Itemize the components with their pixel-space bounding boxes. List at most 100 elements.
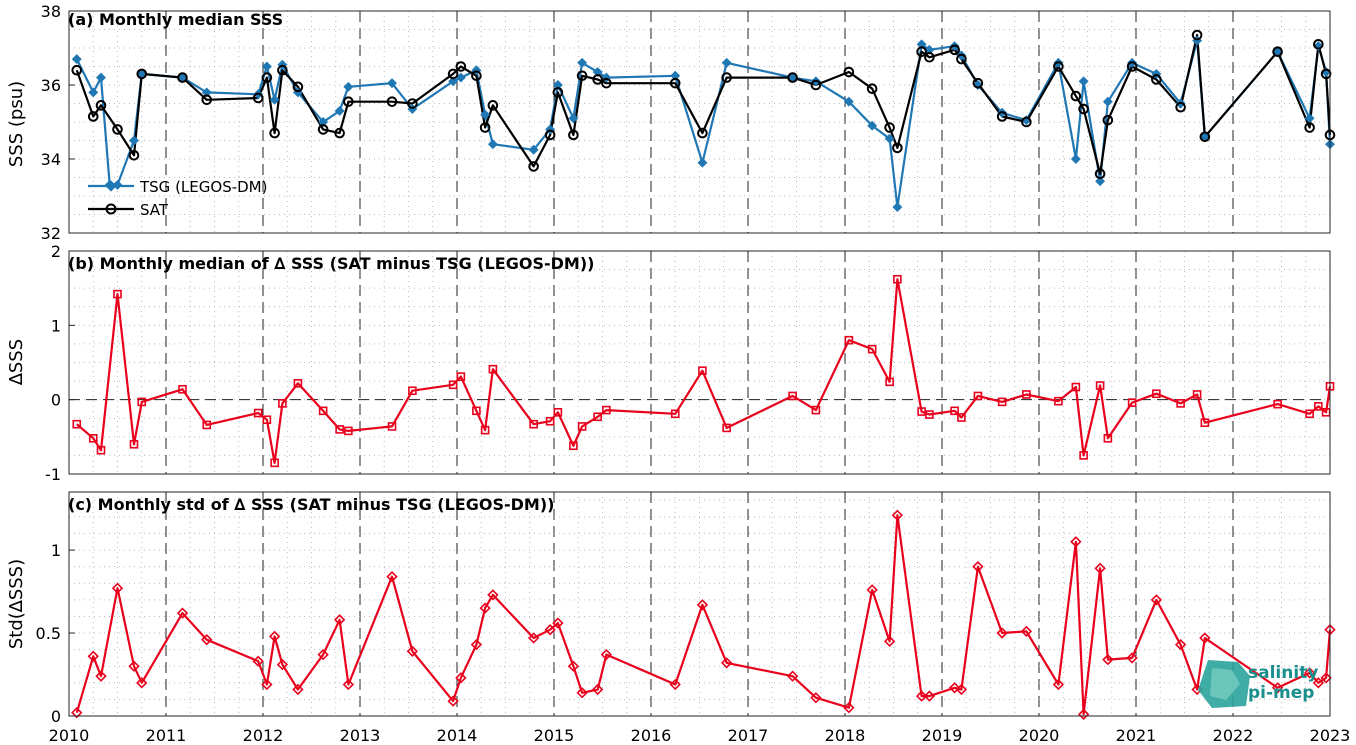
sat-data-point xyxy=(1191,29,1203,41)
tsg-data-point xyxy=(892,202,903,213)
delta-median-data-point xyxy=(553,408,563,417)
delta-std-data-point xyxy=(487,589,499,601)
delta-median-data-point xyxy=(925,410,934,419)
panel-c-std-delta-sss: 00.51 (c) Monthly std of ∆ SSS (SAT minu… xyxy=(6,491,1336,726)
delta-std-data-point xyxy=(544,624,556,636)
delta-median-data-point xyxy=(72,419,82,429)
x-tick-label: 2021 xyxy=(1116,726,1157,745)
sat-data-point xyxy=(810,79,822,91)
panel-a-frame xyxy=(68,10,1331,234)
tsg-data-point xyxy=(96,72,106,83)
tsg-data-point xyxy=(1070,154,1081,164)
delta-std-data-point xyxy=(128,660,140,672)
delta-median-data-point xyxy=(867,344,877,354)
panel-c-y-tick-labels: 00.51 xyxy=(36,541,75,726)
delta-median-data-point xyxy=(178,384,187,394)
tsg-data-point xyxy=(343,81,354,92)
tsg-data-point xyxy=(177,72,188,83)
delta-std-data-point xyxy=(567,660,580,672)
delta-std-data-point xyxy=(136,677,148,689)
delta-median-data-point xyxy=(1305,409,1314,419)
x-tick-label: 2016 xyxy=(631,726,672,745)
panel-b-grid xyxy=(68,250,1331,475)
sat-data-point xyxy=(386,96,398,107)
delta-std-data-point xyxy=(201,634,213,646)
sat-data-point xyxy=(1078,103,1089,115)
x-tick-label: 2011 xyxy=(146,726,187,745)
delta-std-data-point xyxy=(866,584,878,596)
sat-data-point xyxy=(71,64,83,76)
delta-std-data-point xyxy=(600,648,613,661)
tsg-data-point xyxy=(71,54,82,65)
delta-std-data-point xyxy=(406,645,419,657)
panel-a-y-axis-label: SSS (psu) xyxy=(6,81,27,167)
sat-data-point xyxy=(292,81,304,93)
panel-a-title: (a) Monthly median SSS xyxy=(68,10,283,29)
tsg-data-point xyxy=(129,135,139,146)
delta-std-data-point xyxy=(1070,536,1082,548)
sat-data-point xyxy=(1070,90,1082,102)
delta-median-data-point xyxy=(96,445,106,455)
delta-median-data-point xyxy=(569,441,578,451)
x-tick-label: 2012 xyxy=(243,726,284,745)
delta-std-data-point xyxy=(1052,678,1065,691)
delta-series-line xyxy=(76,278,1332,464)
sat-data-point xyxy=(1102,114,1114,126)
sat-data-point xyxy=(479,122,491,133)
tsg-data-point xyxy=(88,87,99,98)
x-tick-label: 2018 xyxy=(825,726,866,745)
tsg-data-point xyxy=(916,39,927,50)
delta-median-data-point xyxy=(1152,389,1161,399)
delta-std-data-point xyxy=(87,650,99,662)
delta-std-data-point xyxy=(527,632,540,644)
tsg-data-point xyxy=(1199,131,1210,142)
delta-median-data-point xyxy=(1273,399,1282,409)
delta-std-data-point xyxy=(268,630,281,643)
delta-median-data-point xyxy=(262,415,272,425)
sat-data-point xyxy=(317,124,329,135)
delta-median-data-point xyxy=(387,422,397,431)
tsg-data-point xyxy=(201,87,212,98)
sat-data-point xyxy=(269,127,280,139)
tsg-data-point xyxy=(1272,46,1283,57)
sat-data-point xyxy=(1126,61,1138,72)
sat-data-point xyxy=(843,66,855,78)
delta-median-data-point xyxy=(456,372,466,381)
x-tick-label: 2020 xyxy=(1019,726,1060,745)
tsg-data-point xyxy=(867,120,878,131)
sat-data-point xyxy=(956,53,967,65)
delta-std-data-point xyxy=(317,648,329,661)
panel-a-monthly-median-sss: 32 34 36 38 (a) Monthly median SSS SSS (psu… xyxy=(6,2,1336,243)
delta-std-data-point xyxy=(1312,677,1325,689)
sat-data-point xyxy=(1313,39,1324,50)
sat-data-point xyxy=(343,96,354,107)
delta-std-data-point xyxy=(1271,682,1284,694)
y-tick-label: -1 xyxy=(45,465,61,484)
sat-data-point xyxy=(996,111,1008,122)
sat-data-point xyxy=(924,51,935,63)
tsg-data-point xyxy=(670,70,681,81)
delta-median-data-point xyxy=(1022,390,1031,399)
delta-median-data-point xyxy=(973,391,983,401)
tsg-data-point xyxy=(592,67,603,77)
sat-data-point xyxy=(1094,168,1106,180)
sat-data-point xyxy=(87,111,99,122)
sat-data-point xyxy=(697,127,708,139)
delta-median-data-point xyxy=(957,413,966,422)
sat-data-point xyxy=(949,44,960,56)
x-tick-label: 2023 xyxy=(1310,726,1351,745)
tsg-data-point xyxy=(568,113,579,124)
logo-shape-highlight xyxy=(1210,668,1240,700)
delta-median-data-point xyxy=(1314,402,1323,411)
delta-median-data-point xyxy=(885,377,894,387)
delta-median-data-point xyxy=(577,422,587,431)
delta-std-data-point xyxy=(95,670,107,682)
sat-data-point xyxy=(261,72,273,83)
delta-median-data-point xyxy=(1079,451,1088,460)
sat-data-point xyxy=(447,68,459,80)
delta-std-data-point xyxy=(576,687,588,699)
delta-median-data-point xyxy=(1127,398,1137,407)
delta-std-data-point xyxy=(1199,632,1211,644)
delta-median-data-point xyxy=(1054,396,1063,406)
